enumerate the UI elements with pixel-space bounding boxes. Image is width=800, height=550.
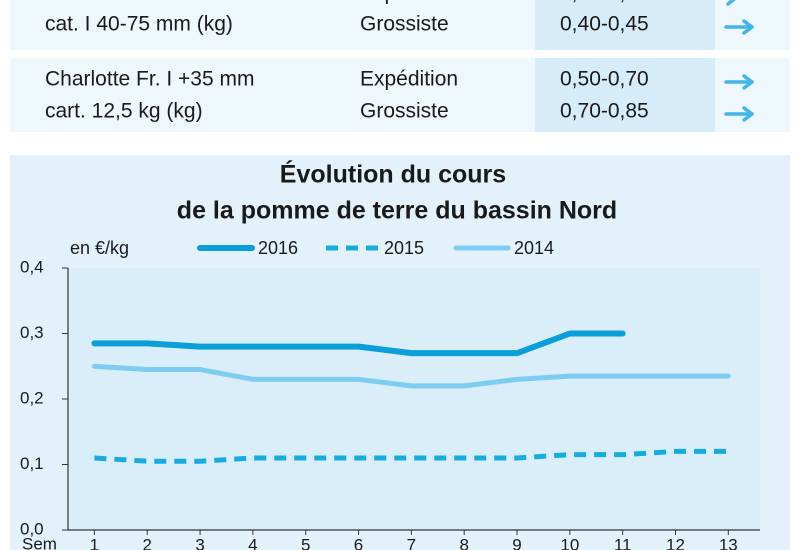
price: 0,70-0,85 bbox=[560, 100, 649, 123]
stage: Expédition bbox=[360, 0, 458, 5]
x-tick-label: 3 bbox=[195, 535, 204, 550]
price: 0,25-0,34 bbox=[560, 0, 649, 5]
price: 0,50-0,70 bbox=[560, 68, 649, 91]
x-tick-label: 2 bbox=[143, 535, 152, 550]
stage: Expédition bbox=[360, 68, 458, 91]
product-label: cart. 12,5 kg (kg) bbox=[45, 100, 203, 123]
series-line bbox=[91, 363, 731, 389]
trend-arrow bbox=[724, 74, 754, 90]
y-tick-label: 0,2 bbox=[20, 388, 44, 407]
x-tick-label: 13 bbox=[719, 535, 738, 550]
x-tick-label: 11 bbox=[614, 535, 632, 550]
chart-title: Évolution du cours bbox=[280, 160, 506, 189]
y-tick-label: 0,0 bbox=[20, 519, 44, 538]
trend-arrow bbox=[726, 0, 736, 6]
product-label: Charlotte Fr. I +35 mm bbox=[45, 68, 255, 91]
legend-label: 2014 bbox=[514, 238, 554, 258]
y-tick-label: 0,4 bbox=[20, 257, 44, 276]
y-tick-label: 0,1 bbox=[20, 454, 44, 473]
row-separator bbox=[10, 50, 790, 58]
x-tick-label: 1 bbox=[90, 535, 99, 550]
stage: Grossiste bbox=[360, 13, 449, 36]
product-label: cat. I 40-75 mm (kg) bbox=[45, 13, 233, 36]
trend-arrow bbox=[724, 19, 754, 35]
x-tick-label: 6 bbox=[354, 535, 363, 550]
x-axis-label: Sem bbox=[22, 534, 57, 550]
chart-title: de la pomme de terre du bassin Nord bbox=[177, 197, 617, 225]
product-label: Div. var. consl. lav. Fr. bbox=[45, 0, 247, 5]
y-axis-label: en €/kg bbox=[70, 238, 129, 258]
stage: Grossiste bbox=[360, 100, 449, 123]
legend-label: 2015 bbox=[384, 238, 424, 258]
series-line bbox=[91, 330, 626, 357]
plot-area bbox=[68, 268, 760, 530]
legend-label: 2016 bbox=[258, 238, 298, 258]
x-tick-label: 8 bbox=[459, 535, 468, 550]
x-tick-label: 9 bbox=[512, 535, 521, 550]
x-tick-label: 7 bbox=[407, 535, 416, 550]
x-tick-label: 10 bbox=[560, 535, 579, 550]
x-tick-label: 5 bbox=[301, 535, 310, 550]
trend-arrow bbox=[724, 106, 754, 122]
x-tick-label: 12 bbox=[666, 535, 685, 550]
x-tick-label: 4 bbox=[248, 535, 257, 550]
series-line bbox=[94, 448, 729, 464]
price: 0,40-0,45 bbox=[560, 13, 649, 36]
price-column bbox=[535, 0, 715, 132]
y-tick-label: 0,3 bbox=[20, 323, 44, 342]
